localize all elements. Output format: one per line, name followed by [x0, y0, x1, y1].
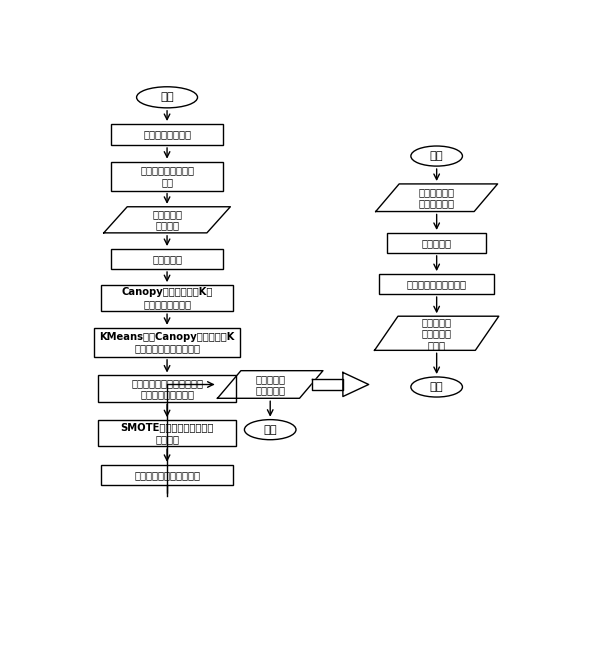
Text: 结束: 结束 [263, 424, 277, 435]
Text: 对进行梯度提升树的训练: 对进行梯度提升树的训练 [134, 470, 200, 480]
Text: 分析用户停电信息: 分析用户停电信息 [143, 130, 191, 140]
Bar [94, 328, 240, 357]
Text: 数据预处理: 数据预处理 [422, 238, 452, 248]
Text: 输出停电投
诉风险模型: 输出停电投 诉风险模型 [255, 374, 285, 395]
Text: 输入待预测用
户停电情况表: 输入待预测用 户停电情况表 [419, 187, 455, 209]
Bar [102, 465, 233, 485]
Text: 开始: 开始 [430, 151, 443, 161]
Text: Canopy算法完成簇数K及
初始簇中心的估计: Canopy算法完成簇数K及 初始簇中心的估计 [122, 288, 213, 309]
Text: 数据预处理: 数据预处理 [152, 254, 182, 264]
Text: 通过客户画像分析来对训练
集进行敏感类别标记: 通过客户画像分析来对训练 集进行敏感类别标记 [131, 378, 203, 399]
Text: 结束: 结束 [430, 382, 443, 392]
Polygon shape [343, 372, 368, 396]
Text: 开始: 开始 [160, 93, 174, 102]
Text: 构建用户历史停电情
况表: 构建用户历史停电情 况表 [140, 166, 194, 187]
Polygon shape [312, 379, 343, 390]
Bar [111, 162, 223, 190]
Bar [102, 285, 233, 311]
Text: 运行停电投诉风险模型: 运行停电投诉风险模型 [407, 279, 466, 289]
Bar [98, 376, 236, 402]
Bar [111, 124, 223, 145]
Text: KMeans依照Canopy确定的簇数K
和初始簇中心，完成聚类: KMeans依照Canopy确定的簇数K 和初始簇中心，完成聚类 [99, 331, 235, 353]
Bar [111, 249, 223, 269]
Bar [387, 233, 486, 253]
Bar [98, 420, 236, 446]
Text: 输入历史停
电情况表: 输入历史停 电情况表 [152, 209, 182, 231]
Bar [379, 274, 494, 294]
Text: SMOTE算法对少数类样本进
行过采样: SMOTE算法对少数类样本进 行过采样 [120, 422, 214, 444]
Text: 输出停电敏
感类别的预
测结果: 输出停电敏 感类别的预 测结果 [422, 317, 452, 350]
